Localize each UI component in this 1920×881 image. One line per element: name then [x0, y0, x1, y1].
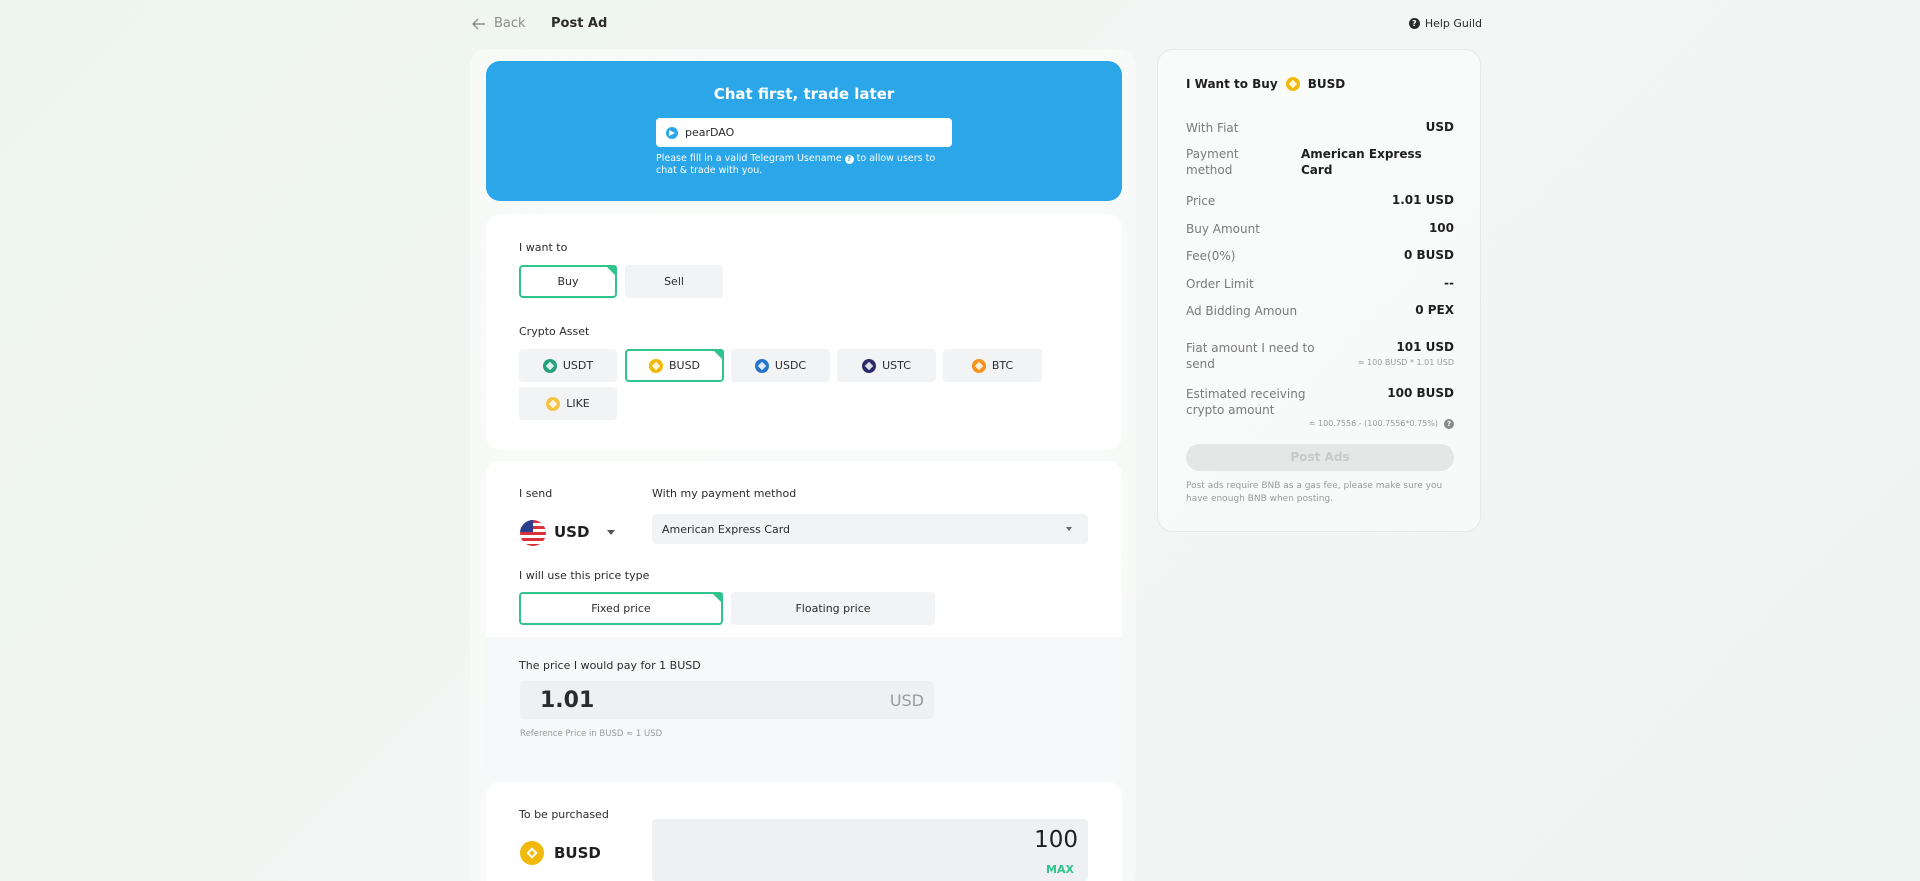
purchase-label: To be purchased: [519, 808, 609, 821]
help-guide-link[interactable]: ? Help Guild: [1408, 17, 1482, 30]
payment-card: I send USD With my payment method Americ…: [486, 461, 1122, 781]
price-unit: USD: [889, 691, 924, 710]
busd-icon: [1285, 77, 1300, 91]
purchase-asset: BUSD: [554, 844, 601, 862]
telegram-title: Chat first, trade later: [713, 85, 895, 103]
row-value: USD: [1425, 120, 1454, 134]
purchase-amount-value: 100: [1034, 827, 1078, 853]
row-value: 0 PEX: [1415, 303, 1454, 317]
arrow-left-icon: [472, 18, 485, 29]
reference-price: Reference Price in BUSD ≈ 1 USD: [520, 729, 663, 739]
order-summary-panel: I Want to Buy BUSD With Fiat USD Payment…: [1157, 49, 1481, 532]
fiat-selector[interactable]: USD: [554, 523, 590, 541]
buy-option[interactable]: Buy: [519, 265, 617, 298]
asset-label: BUSD: [668, 359, 701, 372]
asset-option-usdt[interactable]: USDT: [519, 349, 617, 382]
row-value: American Express Card: [1301, 147, 1422, 177]
floating-price-option[interactable]: Floating price: [731, 592, 935, 625]
telegram-username-field[interactable]: [656, 118, 952, 147]
question-icon: ?: [1408, 18, 1420, 29]
estimated-formula: ≈ 100.7556 - (100.7556*0.75%): [1308, 419, 1438, 428]
asset-option-usdc[interactable]: USDC: [731, 349, 830, 382]
price-type-label: I will use this price type: [519, 569, 650, 582]
telegram-username-input[interactable]: [685, 126, 925, 139]
payment-method-select[interactable]: American Express Card: [652, 514, 1088, 544]
like-icon: [546, 396, 561, 411]
row-label: Price: [1186, 194, 1216, 208]
max-button[interactable]: MAX: [1046, 863, 1074, 876]
telegram-help-text-a: Please fill in a valid Telegram Usename: [656, 153, 842, 164]
row-value: 100: [1428, 221, 1454, 235]
page-title: Post Ad: [551, 16, 608, 31]
asset-option-like[interactable]: LIKE: [519, 387, 617, 420]
crypto-asset-label: Crypto Asset: [519, 325, 590, 338]
send-label: I send: [519, 487, 553, 500]
price-input[interactable]: 1.01 USD: [520, 681, 934, 719]
us-flag-icon: [520, 520, 546, 546]
floating-price-label: Floating price: [795, 602, 871, 615]
summary-title: I Want to Buy BUSD: [1186, 77, 1345, 91]
busd-icon: [648, 358, 663, 373]
btc-icon: [971, 358, 986, 373]
chevron-down-icon[interactable]: [607, 530, 615, 535]
payment-method-label: With my payment method: [652, 487, 797, 500]
asset-option-busd[interactable]: BUSD: [625, 349, 724, 382]
usdc-icon: [754, 358, 769, 373]
back-button[interactable]: Back: [472, 16, 526, 31]
row-label: Estimated receiving crypto amount: [1186, 387, 1306, 417]
asset-label: BTC: [991, 359, 1014, 372]
row-label: Fiat amount I need to send: [1186, 341, 1315, 371]
telegram-help-text: Please fill in a valid Telegram Usename?…: [656, 153, 956, 177]
asset-option-ustc[interactable]: USTC: [837, 349, 936, 382]
usdt-icon: [542, 358, 557, 373]
telegram-help-text-b: to allow users to chat & trade with you.: [656, 153, 936, 176]
want-label: I want to: [519, 241, 568, 254]
row-value: 1.01 USD: [1391, 193, 1454, 207]
fixed-price-label: Fixed price: [591, 602, 651, 615]
sell-option-label: Sell: [664, 275, 684, 288]
fiat-need-formula: ≈ 100 BUSD * 1.01 USD: [1357, 358, 1454, 367]
post-ads-button[interactable]: Post Ads: [1186, 444, 1454, 471]
question-icon[interactable]: ?: [844, 155, 854, 164]
asset-label: USDC: [774, 359, 807, 372]
payment-method-value: American Express Card: [662, 522, 791, 536]
row-label: Order Limit: [1186, 277, 1254, 291]
asset-label: USTC: [882, 359, 911, 372]
top-bar: Back Post Ad ? Help Guild: [470, 14, 1482, 36]
help-label: Help Guild: [1424, 17, 1482, 30]
telegram-icon: [666, 126, 678, 139]
chevron-down-icon: [1066, 527, 1072, 531]
sell-option[interactable]: Sell: [625, 265, 723, 298]
busd-icon: [520, 841, 544, 865]
row-label: Payment method: [1186, 147, 1239, 177]
row-label: Fee(0%): [1186, 249, 1236, 263]
row-label: Ad Bidding Amoun: [1186, 304, 1298, 318]
gas-fee-note: Post ads require BNB as a gas fee, pleas…: [1186, 481, 1443, 504]
price-value: 1.01: [540, 688, 595, 713]
row-value: 101 USD: [1396, 340, 1454, 354]
buy-option-label: Buy: [557, 275, 579, 288]
fixed-price-option[interactable]: Fixed price: [519, 592, 723, 625]
price-label: The price I would pay for 1 BUSD: [519, 659, 701, 672]
question-icon[interactable]: ?: [1444, 419, 1454, 429]
purchase-amount-input[interactable]: 100 MAX: [652, 819, 1088, 881]
ustc-icon: [862, 358, 877, 373]
row-value: 0 BUSD: [1403, 248, 1454, 262]
telegram-card: Chat first, trade later Please fill in a…: [486, 61, 1122, 201]
summary-title-asset: BUSD: [1307, 77, 1346, 91]
post-ad-form: Chat first, trade later Please fill in a…: [470, 49, 1136, 881]
summary-title-text: I Want to Buy: [1186, 77, 1278, 91]
asset-option-btc[interactable]: BTC: [943, 349, 1042, 382]
asset-label: LIKE: [566, 397, 590, 410]
purchase-card: To be purchased BUSD 100 MAX: [486, 782, 1122, 881]
row-value: --: [1444, 276, 1454, 290]
back-label: Back: [494, 16, 526, 31]
row-label: Buy Amount: [1186, 222, 1260, 236]
row-label: With Fiat: [1186, 121, 1239, 135]
row-value: 100 BUSD: [1387, 386, 1454, 400]
trade-direction-card: I want to Buy Sell Crypto Asset USDT BUS…: [486, 214, 1122, 450]
asset-label: USDT: [562, 359, 594, 372]
